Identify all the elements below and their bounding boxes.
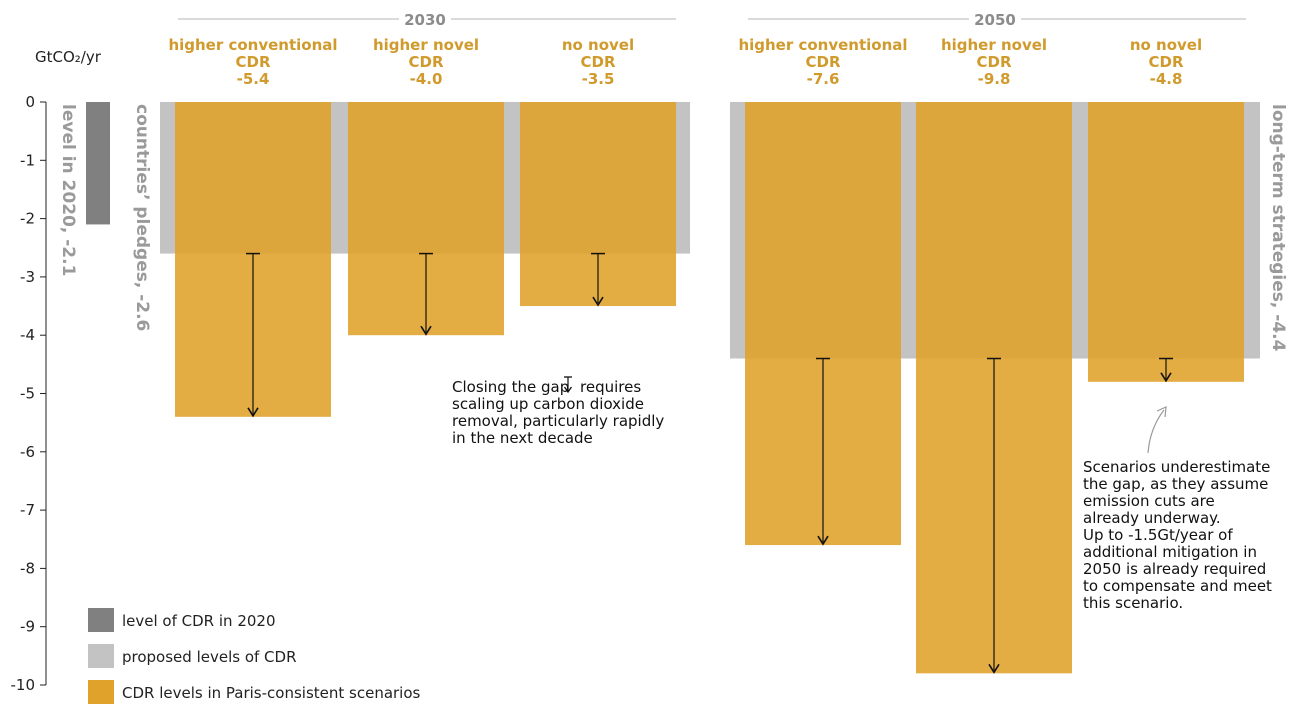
scenario-name: no novel bbox=[1130, 36, 1202, 54]
annotation-underestimate-line: the gap, as they assume bbox=[1083, 475, 1268, 493]
gap-arrow-head bbox=[592, 296, 604, 307]
y-tick-label: -1 bbox=[20, 151, 35, 169]
legend-swatch bbox=[88, 608, 114, 632]
gap-arrow-head bbox=[420, 325, 432, 336]
y-tick-label: -2 bbox=[20, 210, 35, 228]
scenario-bar bbox=[1088, 102, 1244, 382]
annotation-underestimate-line: additional mitigation in bbox=[1083, 543, 1257, 561]
scenario-name-cdr: CDR bbox=[805, 53, 840, 71]
y-tick-label: 0 bbox=[25, 93, 35, 111]
scenario-value-label: -9.8 bbox=[978, 70, 1011, 88]
annotation-closing-gap-line: scaling up carbon dioxide bbox=[452, 395, 644, 413]
annotation-underestimate-line: Scenarios underestimate bbox=[1083, 458, 1270, 476]
annotation-closing-gap-line: removal, particularly rapidly bbox=[452, 412, 664, 430]
gap-arrow-head bbox=[1160, 372, 1172, 383]
scenario-name: higher conventional bbox=[168, 36, 337, 54]
proposed-label-2050: long-term strategies, -4.4 bbox=[1268, 104, 1288, 352]
gap-arrows-layer bbox=[246, 252, 1173, 674]
legend-label: proposed levels of CDR bbox=[122, 648, 297, 666]
y-tick-label: -3 bbox=[20, 268, 35, 286]
scenario-value-label: -7.6 bbox=[807, 70, 840, 88]
gap-arrow-head bbox=[817, 535, 829, 546]
vertical-labels: level in 2020, -2.1 countries’ pledges, -… bbox=[58, 104, 1288, 352]
scenario-value-label: -4.0 bbox=[410, 70, 443, 88]
level-2020-label: level in 2020, -2.1 bbox=[58, 104, 78, 276]
scenario-name-cdr: CDR bbox=[408, 53, 443, 71]
y-tick-label: -8 bbox=[20, 559, 35, 577]
annotation-arrow-head bbox=[563, 386, 573, 394]
legend-swatch bbox=[88, 644, 114, 668]
annotation-underestimate-line: Up to -1.5Gt/year of bbox=[1083, 526, 1233, 544]
annotation-underestimate-line: to compensate and meet bbox=[1083, 577, 1272, 595]
y-tick-label: -4 bbox=[20, 326, 35, 344]
scenario-value-label: -4.8 bbox=[1150, 70, 1183, 88]
y-tick-label: -10 bbox=[11, 676, 36, 694]
scenario-name: higher conventional bbox=[738, 36, 907, 54]
scenario-value-label: -3.5 bbox=[582, 70, 615, 88]
annotation-underestimate-line: already underway. bbox=[1083, 509, 1221, 527]
scenario-name-cdr: CDR bbox=[976, 53, 1011, 71]
annotation-closing-gap-line: in the next decade bbox=[452, 429, 593, 447]
y-axis-label: GtCO₂/yr bbox=[35, 48, 102, 66]
scenario-name: no novel bbox=[562, 36, 634, 54]
scenario-name: higher novel bbox=[941, 36, 1047, 54]
group-header-2050: 2050 bbox=[974, 11, 1016, 29]
annotation-underestimate-line: 2050 is already required bbox=[1083, 560, 1266, 578]
annotation-underestimate-line: this scenario. bbox=[1083, 594, 1183, 612]
proposed-label-2030: countries’ pledges, -2.6 bbox=[132, 104, 152, 331]
y-tick-label: -7 bbox=[20, 501, 35, 519]
legend: level of CDR in 2020 proposed levels of C… bbox=[88, 608, 421, 704]
y-axis: GtCO₂/yr 0 -1 -2 -3 -4 -5 -6 -7 -8 -9 -10 bbox=[11, 48, 102, 694]
annotation-pointer-head bbox=[1156, 406, 1167, 418]
scenario-name-cdr: CDR bbox=[1148, 53, 1183, 71]
y-tick-label: -6 bbox=[20, 443, 35, 461]
group-header-2030: 2030 bbox=[404, 11, 446, 29]
annotation-closing-gap-line: Closing the gap bbox=[452, 378, 569, 396]
annotation-closing-gap-inline: requires bbox=[580, 378, 641, 396]
annotation-pointer-curve bbox=[1147, 409, 1165, 454]
legend-label: level of CDR in 2020 bbox=[122, 612, 276, 630]
scenario-value-label: -5.4 bbox=[237, 70, 270, 88]
gap-arrow-head bbox=[247, 407, 259, 418]
gap-arrow-head bbox=[988, 663, 1000, 674]
scenario-name: higher novel bbox=[373, 36, 479, 54]
scenario-name-cdr: CDR bbox=[235, 53, 270, 71]
legend-swatch bbox=[88, 680, 114, 704]
annotation-underestimate-line: emission cuts are bbox=[1083, 492, 1215, 510]
y-tick-label: -5 bbox=[20, 385, 35, 403]
level-2020-bar bbox=[86, 102, 110, 225]
scenario-name-cdr: CDR bbox=[580, 53, 615, 71]
y-tick-label: -9 bbox=[20, 618, 35, 636]
legend-label: CDR levels in Paris-consistent scenarios bbox=[122, 684, 421, 702]
